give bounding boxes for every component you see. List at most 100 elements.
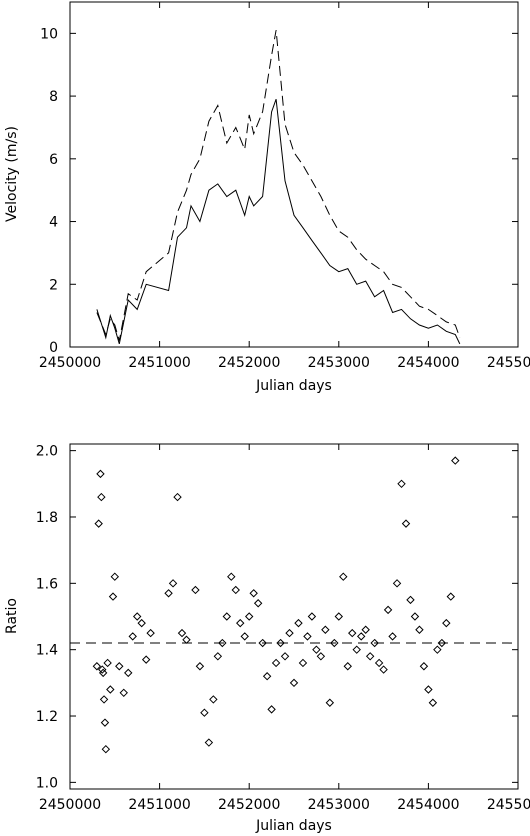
ratio-diamond-point: [92, 662, 102, 671]
ratio-diamond-point: [428, 698, 438, 707]
ratio-diamond-point: [262, 672, 272, 681]
ratio-diamond-point: [222, 612, 232, 621]
ratio-x-axis-label: Julian days: [255, 818, 332, 834]
y-tick-label: 4: [49, 215, 58, 231]
ratio-diamond-point: [424, 685, 433, 694]
x-tick-label: 2452000: [218, 355, 280, 371]
ratio-diamond-point: [173, 492, 182, 502]
ratio-diamond-point: [410, 612, 420, 621]
ratio-diamond-point: [110, 572, 120, 581]
ratio-diamond-point: [316, 652, 326, 661]
ratio-diamond-point: [289, 678, 299, 688]
x-tick-label: 2454000: [397, 797, 459, 813]
y-tick-label: 1.4: [36, 643, 58, 659]
ratio-axis-ticks: 2450000 2451000 2452000 2453000 2454000 24550…: [36, 444, 530, 813]
ratio-diamond-point: [98, 668, 108, 678]
ratio-diamond-point: [271, 658, 281, 668]
x-tick-label: 2450000: [39, 355, 101, 371]
velocity-x-axis-label: Julian days: [255, 378, 332, 394]
ratio-diamond-point: [204, 738, 214, 747]
ratio-diamond-point: [177, 628, 187, 638]
ratio-diamond-point: [397, 479, 406, 489]
x-tick-label: 2450000: [39, 797, 101, 813]
ratio-diamond-point: [231, 585, 240, 595]
ratio-diamond-point: [446, 592, 456, 601]
x-tick-label: 2453000: [308, 797, 370, 813]
ratio-diamond-point: [132, 612, 142, 621]
ratio-diamond-point: [137, 618, 146, 628]
ratio-diamond-point: [330, 638, 339, 648]
ratio-diamond-point: [433, 645, 442, 654]
ratio-y-axis-label: Ratio: [4, 598, 20, 634]
solid-series-line: [96, 99, 461, 345]
ratio-diamond-point: [334, 612, 344, 621]
ratio-diamond-point: [209, 695, 218, 704]
x-tick-label: 2455000: [487, 797, 530, 813]
ratio-diamond-point: [325, 698, 335, 707]
ratio-diamond-point: [98, 665, 107, 674]
ratio-diamond-point: [236, 618, 245, 628]
ratio-diamond-point: [348, 628, 357, 638]
ratio-diamond-point: [106, 685, 115, 694]
ratio-diamond-point: [343, 662, 352, 671]
ratio-panel: 2450000 2451000 2452000 2453000 2454000 24550…: [4, 443, 530, 834]
ratio-diamond-point: [97, 492, 106, 502]
x-tick-label: 2453000: [308, 355, 370, 371]
y-tick-label: 2.0: [36, 444, 58, 460]
velocity-panel: 2450000 2451000 2452000 2453000 2454000 24550…: [4, 1, 530, 394]
ratio-diamond-point: [437, 638, 447, 648]
ratio-diamond-point: [307, 612, 317, 621]
ratio-diamond-point: [108, 592, 118, 601]
y-tick-label: 1.2: [36, 709, 58, 725]
ratio-diamond-point: [312, 645, 321, 654]
ratio-diamond-point: [321, 625, 330, 634]
ratio-diamond-point: [451, 456, 460, 465]
ratio-diamond-point: [128, 632, 137, 641]
ratio-diamond-point: [227, 572, 236, 581]
ratio-diamond-point: [370, 638, 379, 648]
ratio-diamond-point: [99, 695, 109, 704]
ratio-diamond-point: [101, 744, 111, 754]
ratio-diamond-point: [388, 632, 397, 641]
velocity-series: [96, 30, 461, 345]
velocity-axis-ticks: 2450000 2451000 2452000 2453000 2454000 24550…: [39, 2, 530, 371]
ratio-diamond-point: [96, 469, 105, 479]
ratio-diamond-point: [298, 658, 308, 668]
ratio-diamond-point: [200, 708, 209, 717]
ratio-diamond-point: [356, 632, 366, 641]
ratio-diamond-point: [285, 628, 294, 638]
ratio-diamond-point: [401, 519, 411, 528]
y-tick-label: 1.0: [36, 775, 58, 791]
ratio-diamond-point: [280, 652, 290, 661]
ratio-diamond-point: [442, 618, 451, 628]
ratio-diamond-point: [240, 632, 249, 641]
ratio-diamond-point: [352, 645, 361, 654]
y-tick-label: 8: [49, 89, 58, 105]
ratio-diamond-point: [195, 662, 205, 671]
ratio-plot-frame: [69, 443, 519, 790]
ratio-diamond-point: [374, 658, 384, 668]
ratio-diamond-point: [249, 589, 258, 598]
ratio-diamond-point: [182, 635, 191, 644]
y-tick-label: 2: [49, 277, 58, 293]
ratio-diamond-point: [267, 705, 276, 714]
ratio-diamond-point: [119, 688, 128, 698]
ratio-diamond-point: [276, 638, 285, 648]
x-tick-label: 2454000: [397, 355, 459, 371]
ratio-diamond-point: [244, 612, 254, 621]
ratio-series: [92, 456, 460, 754]
ratio-diamond-point: [361, 625, 370, 634]
x-tick-label: 2452000: [218, 797, 280, 813]
ratio-diamond-point: [168, 579, 178, 588]
ratio-diamond-point: [141, 655, 151, 664]
ratio-diamond-point: [406, 595, 415, 605]
ratio-diamond-point: [419, 662, 429, 671]
ratio-diamond-point: [392, 579, 402, 588]
velocity-y-axis-label: Velocity (m/s): [4, 126, 20, 222]
ratio-diamond-point: [339, 572, 348, 581]
y-tick-label: 1.8: [36, 510, 58, 526]
ratio-diamond-point: [191, 585, 200, 595]
ratio-diamond-point: [115, 662, 124, 671]
ratio-diamond-point: [415, 625, 424, 634]
